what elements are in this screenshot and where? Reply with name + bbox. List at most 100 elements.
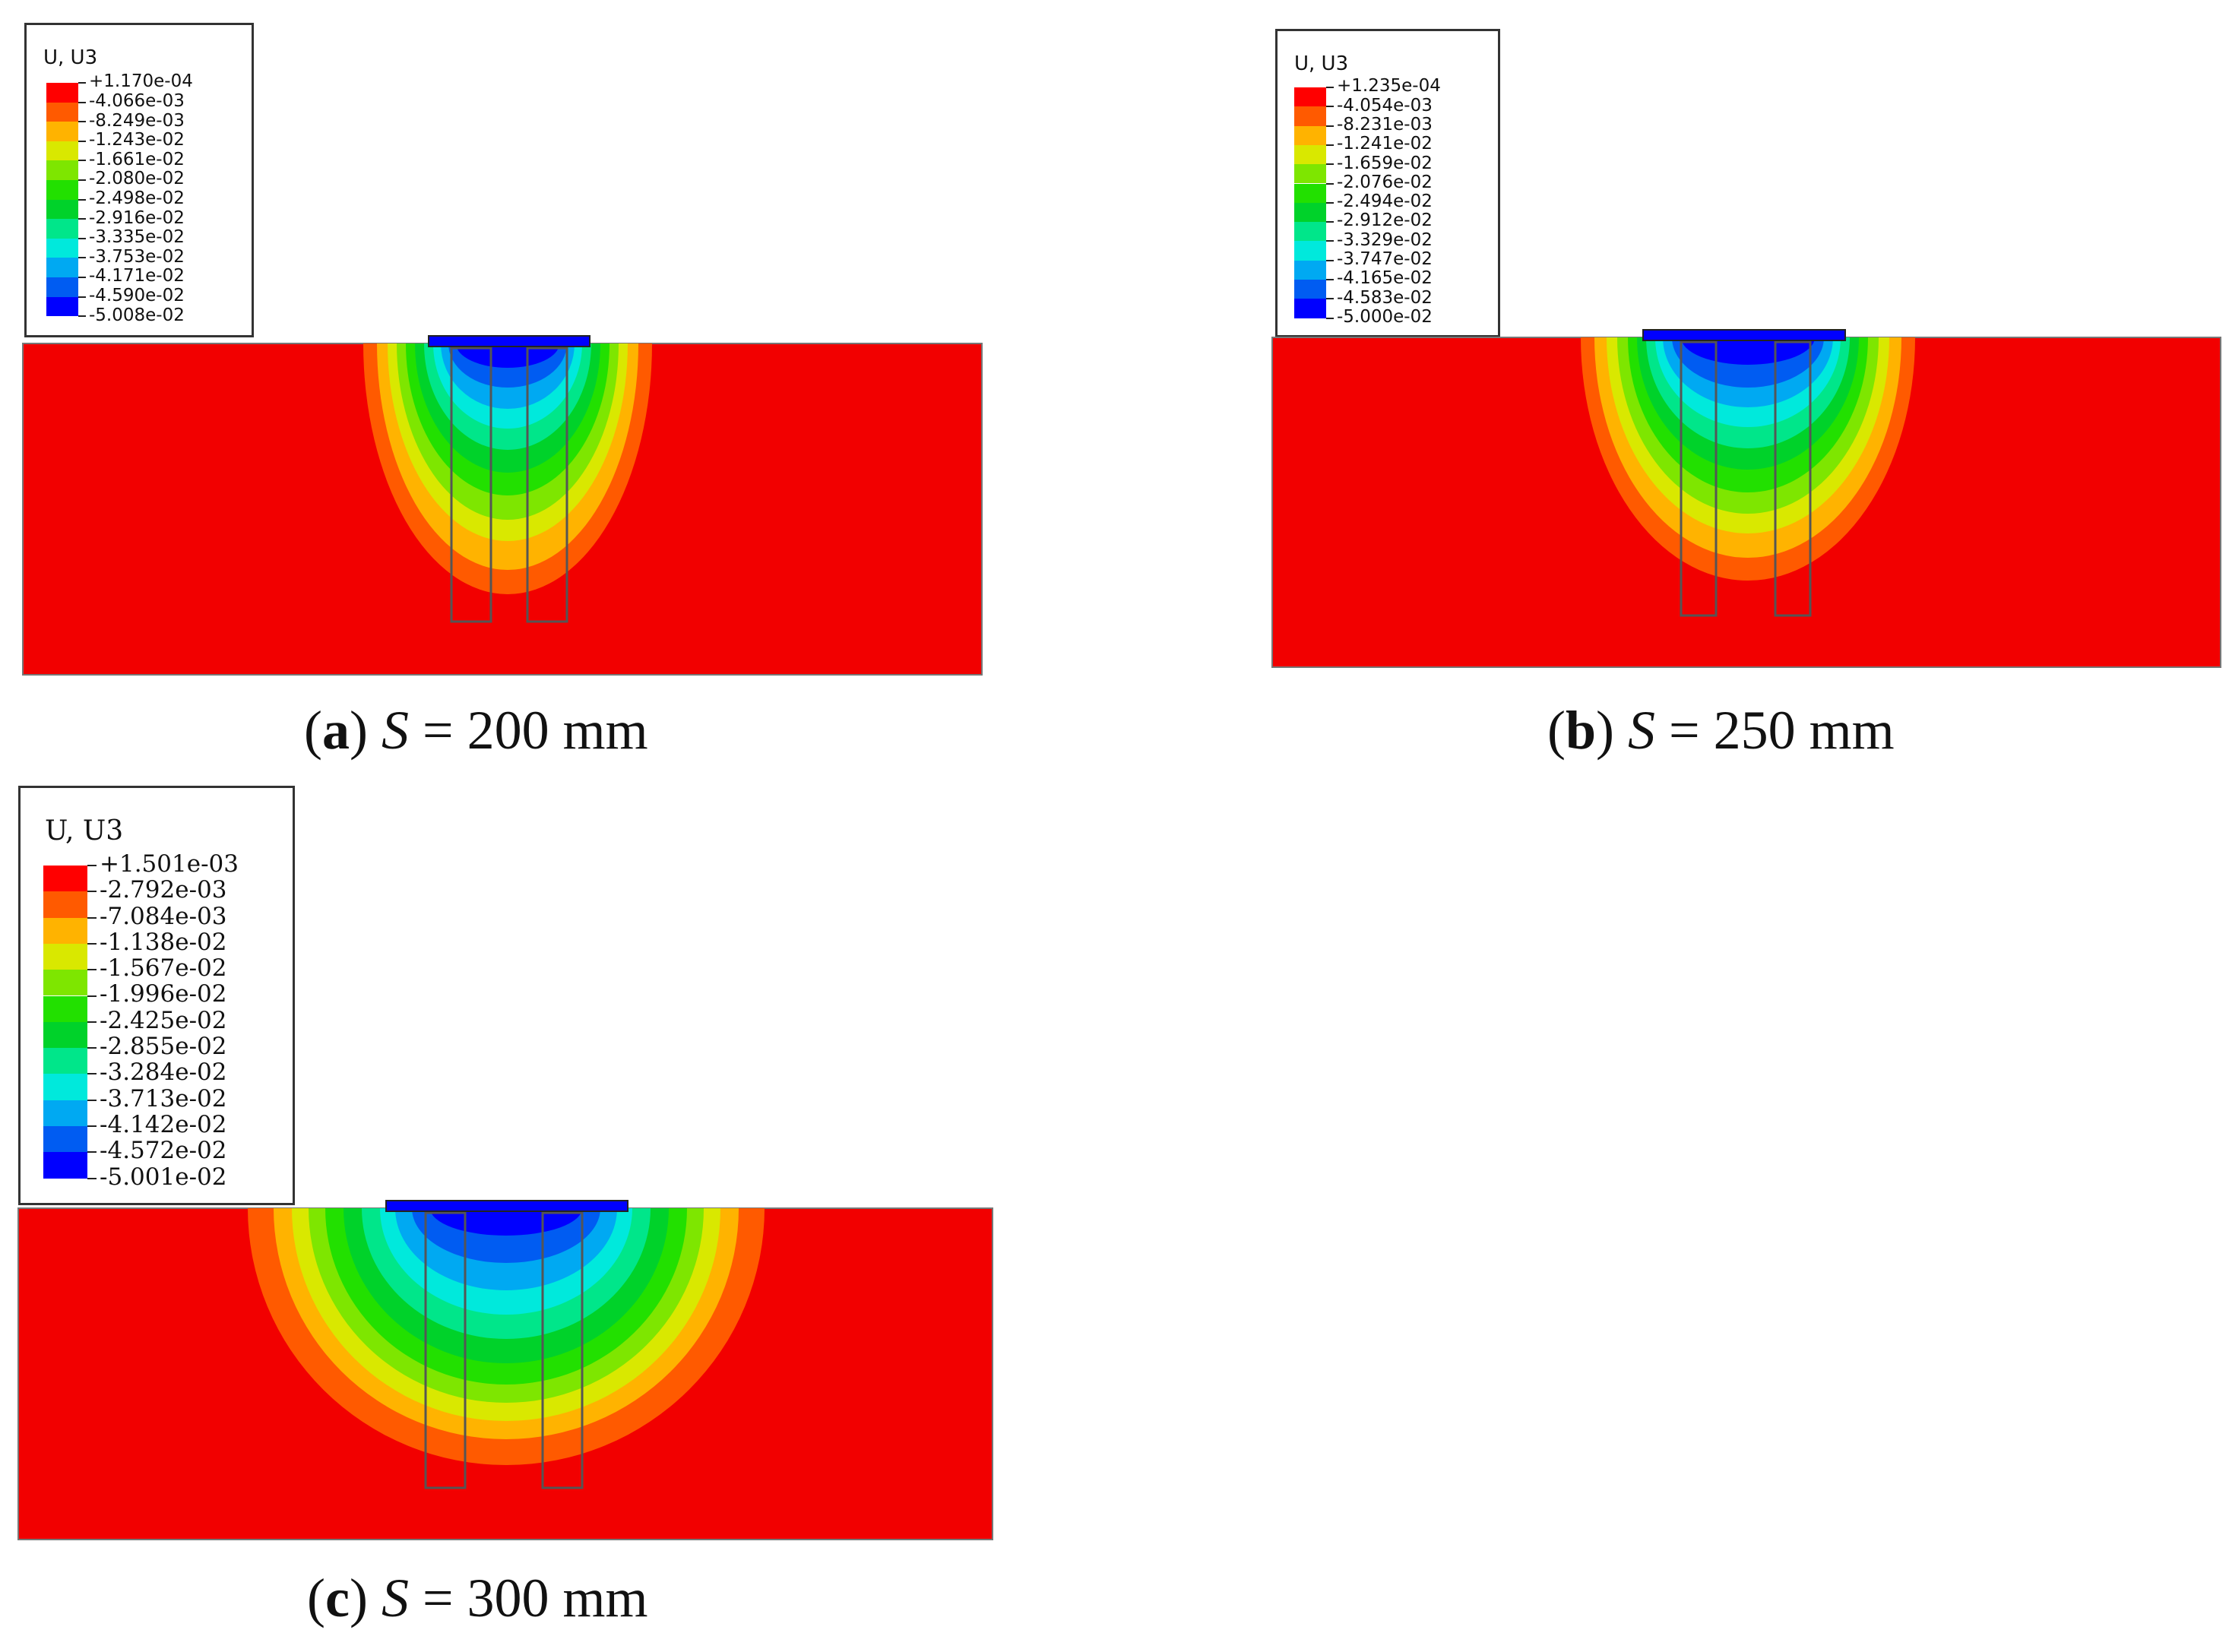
legend-value: -4.572e-02 <box>100 1137 227 1165</box>
legend-value: -4.142e-02 <box>100 1110 227 1138</box>
legend-value: -3.713e-02 <box>100 1084 227 1112</box>
caption-b: (b) S = 250 mm <box>1547 700 1895 761</box>
legend-swatch <box>46 296 78 317</box>
legend-tick <box>1326 201 1334 204</box>
legend-swatch <box>1294 202 1326 223</box>
legend-tick <box>87 1073 97 1075</box>
legend-value: -1.241e-02 <box>1337 134 1433 154</box>
legend-tick <box>87 995 97 997</box>
legend-swatch <box>46 199 78 220</box>
legend-c: U, U3 +1.501e-03 -2.792e-03 -7.084e-03 -1.1… <box>18 786 295 1205</box>
legend-tick <box>78 257 86 259</box>
legend-swatch <box>1294 222 1326 242</box>
legend-value: -5.000e-02 <box>1337 306 1433 327</box>
legend-tick <box>1326 259 1334 261</box>
legend-swatch <box>1294 183 1326 203</box>
legend-value: -1.243e-02 <box>89 130 185 150</box>
legend-swatch <box>43 891 87 918</box>
contour-model-b <box>1271 329 2221 668</box>
legend-tick <box>1326 144 1334 146</box>
caption-letter: c <box>325 1568 350 1628</box>
legend-tick <box>1326 317 1334 319</box>
legend-tick <box>87 865 97 866</box>
legend-tick <box>78 179 86 181</box>
legend-swatch <box>46 258 78 277</box>
legend-swatch <box>43 995 87 1022</box>
legend-value: -1.138e-02 <box>100 928 227 956</box>
legend-tick <box>87 969 97 971</box>
legend-swatch <box>1294 125 1326 145</box>
legend-value: -8.249e-03 <box>89 110 185 131</box>
legend-value: -2.498e-02 <box>89 188 185 208</box>
legend-value: -1.659e-02 <box>1337 153 1433 173</box>
legend-value: -1.567e-02 <box>100 954 227 983</box>
contour-band <box>456 343 559 368</box>
legend-swatch <box>43 1021 87 1049</box>
legend-swatch <box>43 1152 87 1179</box>
legend-tick <box>87 1151 97 1154</box>
legend-value: -4.171e-02 <box>89 266 185 286</box>
legend-value: -2.855e-02 <box>100 1033 227 1061</box>
legend-value: -4.054e-03 <box>1337 95 1433 116</box>
legend-tick <box>78 277 86 278</box>
pile-shaft <box>1680 340 1718 617</box>
pile-cap <box>428 335 590 347</box>
legend-tick <box>1326 163 1334 166</box>
legend-tick <box>1326 182 1334 185</box>
legend-swatch <box>1294 260 1326 280</box>
legend-value: -2.912e-02 <box>1337 210 1433 231</box>
legend-swatch <box>43 917 87 944</box>
legend-tick <box>78 296 86 298</box>
legend-title: U, U3 <box>45 815 124 847</box>
legend-tick <box>78 218 86 220</box>
legend-swatch <box>43 1100 87 1126</box>
legend-value: -4.590e-02 <box>89 285 185 305</box>
legend-tick <box>87 916 97 919</box>
legend-tick <box>87 1099 97 1101</box>
pile-shaft <box>541 1211 584 1489</box>
legend-swatch <box>43 1074 87 1100</box>
caption-letter: b <box>1565 700 1597 761</box>
legend-tick <box>78 82 86 84</box>
legend-value: -3.335e-02 <box>89 227 185 248</box>
contour-layers <box>248 1208 765 1465</box>
legend-value: -5.001e-02 <box>100 1163 227 1191</box>
caption-value: = 200 mm <box>408 700 648 761</box>
legend-tick <box>1326 106 1334 108</box>
legend-swatch <box>43 970 87 996</box>
legend-value: -3.329e-02 <box>1337 229 1433 250</box>
legend-tick <box>78 315 86 318</box>
caption-letter: a <box>321 700 350 761</box>
legend-tick <box>1326 298 1334 300</box>
legend-tick <box>78 160 86 162</box>
legend-value: -1.996e-02 <box>100 980 227 1008</box>
legend-title: U, U3 <box>43 46 98 69</box>
legend-tick <box>78 121 86 123</box>
legend-title: U, U3 <box>1294 52 1349 75</box>
legend-tick <box>87 891 97 893</box>
caption-a: (a) S = 200 mm <box>304 700 648 761</box>
legend-swatch <box>46 83 78 103</box>
legend-value: -3.747e-02 <box>1337 249 1433 270</box>
caption-c: (c) S = 300 mm <box>307 1568 648 1628</box>
contour-model-a <box>22 335 983 676</box>
legend-value: -2.425e-02 <box>100 1006 227 1034</box>
caption-variable: S <box>381 700 409 761</box>
legend-value: -1.661e-02 <box>89 149 185 169</box>
legend-value: -4.583e-02 <box>1337 287 1433 308</box>
legend-tick <box>1326 221 1334 223</box>
legend-swatch <box>1294 87 1326 107</box>
legend-swatch <box>1294 106 1326 126</box>
legend-swatch <box>46 180 78 200</box>
legend-tick <box>78 198 86 201</box>
legend-value: +1.501e-03 <box>100 850 239 878</box>
caption-value: = 300 mm <box>408 1568 648 1628</box>
legend-tick <box>87 1125 97 1127</box>
caption-variable: S <box>381 1568 409 1628</box>
legend-tick <box>1326 125 1334 127</box>
legend-value: +1.235e-04 <box>1337 76 1441 97</box>
legend-tick <box>1326 240 1334 242</box>
legend-value: -5.008e-02 <box>89 305 185 325</box>
legend-value: -2.076e-02 <box>1337 172 1433 192</box>
legend-value: -8.231e-03 <box>1337 114 1433 135</box>
